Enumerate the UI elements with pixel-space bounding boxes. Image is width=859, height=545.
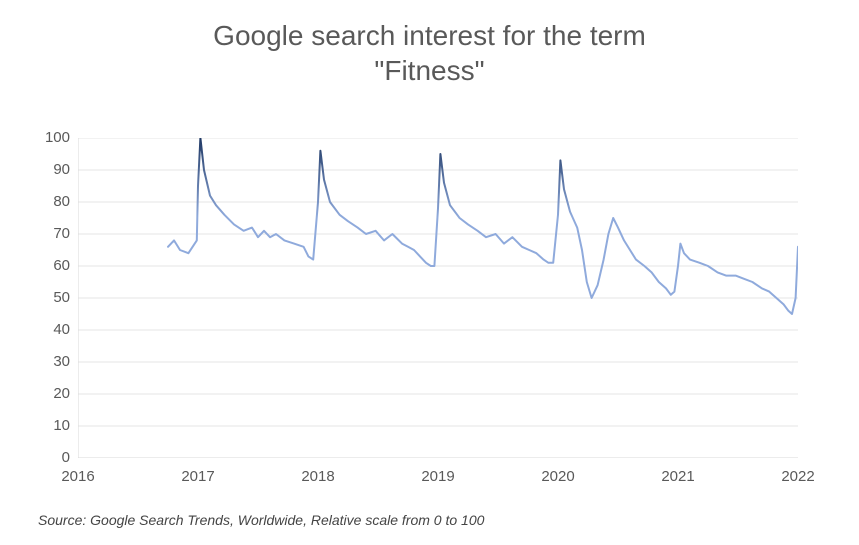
x-tick-label: 2021 (661, 468, 694, 485)
plot-area (78, 138, 798, 458)
chart-title: Google search interest for the term "Fit… (0, 18, 859, 88)
chart-container: Google search interest for the term "Fit… (0, 0, 859, 545)
x-tick-label: 2016 (61, 468, 94, 485)
y-tick-label: 0 (30, 449, 70, 466)
x-tick-label: 2018 (301, 468, 334, 485)
x-tick-label: 2017 (181, 468, 214, 485)
y-tick-label: 20 (30, 385, 70, 402)
y-tick-label: 30 (30, 353, 70, 370)
y-tick-label: 100 (30, 129, 70, 146)
y-tick-label: 70 (30, 225, 70, 242)
y-tick-label: 50 (30, 289, 70, 306)
title-line-1: Google search interest for the term (213, 20, 646, 51)
y-tick-label: 90 (30, 161, 70, 178)
y-tick-label: 40 (30, 321, 70, 338)
x-tick-label: 2022 (781, 468, 814, 485)
y-tick-label: 60 (30, 257, 70, 274)
source-caption: Source: Google Search Trends, Worldwide,… (38, 512, 484, 528)
x-tick-label: 2019 (421, 468, 454, 485)
y-tick-label: 10 (30, 417, 70, 434)
title-line-2: "Fitness" (374, 55, 484, 86)
y-tick-label: 80 (30, 193, 70, 210)
x-tick-label: 2020 (541, 468, 574, 485)
